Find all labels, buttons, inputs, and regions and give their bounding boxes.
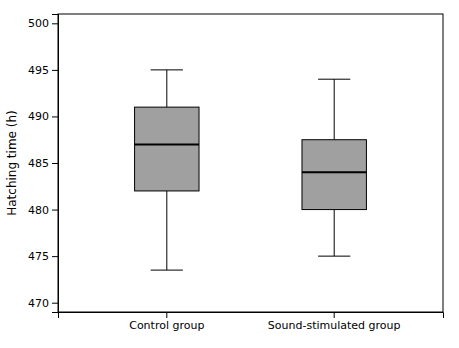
y-axis: 470 475 480 485 490 495 500 (28, 15, 59, 313)
y-tick-label: 480 (28, 204, 49, 217)
x-tick: Control group (129, 312, 204, 332)
y-tick-label: 495 (28, 64, 49, 77)
box (302, 140, 366, 210)
box-group (302, 79, 366, 256)
y-tick-mark (52, 256, 58, 257)
y-axis-title: Hatching time (h) (5, 110, 19, 216)
chart: 470 475 480 485 490 495 500 Control group Sound-… (0, 0, 459, 348)
x-axis: Control group Sound-stimulated group (59, 312, 444, 332)
y-tick-label: 485 (28, 157, 49, 170)
y-tick: 485 (28, 157, 58, 170)
median (302, 171, 366, 173)
y-tick: 475 (28, 250, 58, 263)
upper-cap (151, 69, 183, 70)
lower-cap (151, 270, 183, 271)
y-tick: 470 (28, 297, 58, 310)
x-tick-label: Control group (129, 319, 204, 332)
y-tick: 480 (28, 204, 58, 217)
y-tick-label: 490 (28, 110, 49, 123)
x-tick-label: Sound-stimulated group (268, 319, 401, 332)
y-tick-mark (52, 163, 58, 164)
box-group (135, 70, 199, 270)
box (135, 107, 199, 191)
upper-whisker (334, 79, 335, 140)
y-tick-label: 470 (28, 297, 49, 310)
median (135, 143, 199, 145)
lower-cap (318, 256, 350, 257)
y-axis-line (52, 15, 59, 313)
x-axis-line (59, 313, 444, 319)
plot: 470 475 480 485 490 495 500 Control group Sound-… (28, 14, 444, 332)
boxes (135, 70, 367, 270)
x-tick: Sound-stimulated group (268, 312, 401, 332)
plot-frame (58, 14, 443, 312)
x-tick-mark (166, 312, 167, 318)
y-tick-mark (52, 210, 58, 211)
x-tick-mark (334, 312, 335, 318)
y-tick: 500 (28, 17, 58, 30)
y-tick: 490 (28, 110, 58, 123)
y-tick: 495 (28, 64, 58, 77)
upper-whisker (166, 70, 167, 107)
lower-whisker (334, 210, 335, 257)
y-tick-mark (52, 116, 58, 117)
y-tick-label: 500 (28, 17, 49, 30)
y-tick-label: 475 (28, 250, 49, 263)
y-tick-mark (52, 303, 58, 304)
lower-whisker (166, 191, 167, 270)
y-tick-mark (52, 70, 58, 71)
y-tick-mark (52, 23, 58, 24)
upper-cap (318, 79, 350, 80)
